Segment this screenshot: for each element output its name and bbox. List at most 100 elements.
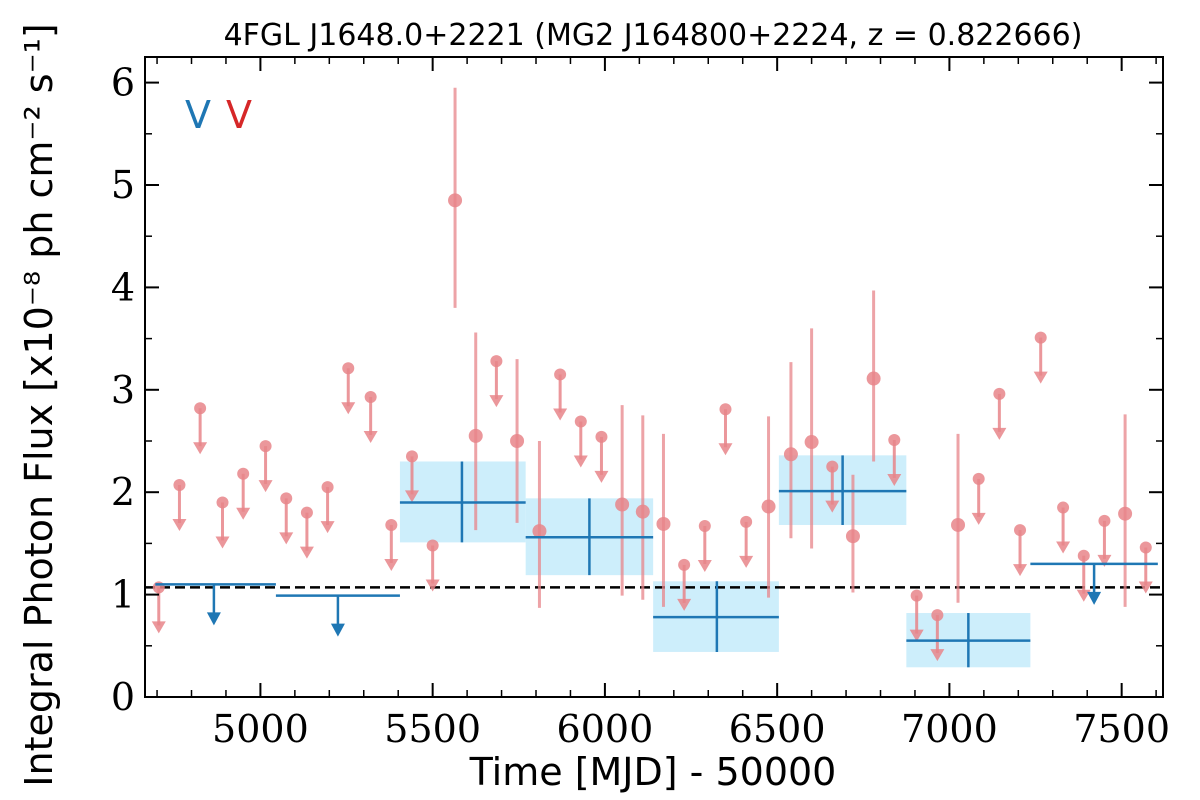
- red-arrow-head-47: [1138, 581, 1153, 594]
- red-arrow-head-44: [1076, 589, 1091, 602]
- red-upper-limit-point-20: [574, 415, 587, 428]
- blue-arrow-head-0: [206, 612, 221, 626]
- red-arrow-head-12: [404, 490, 419, 503]
- red-arrow-head-19: [553, 408, 568, 421]
- red-arrow-head-37: [930, 649, 945, 662]
- red-upper-limit-point-27: [719, 403, 732, 416]
- red-point-14: [448, 193, 463, 208]
- bin-bands: [399, 455, 1031, 668]
- red-upper-limit-point-3: [216, 496, 229, 509]
- red-point-23: [635, 504, 650, 519]
- red-upper-limit-point-7: [300, 506, 313, 519]
- red-arrow-head-1: [172, 519, 187, 532]
- red-point-18: [532, 524, 547, 539]
- red-arrow-head-43: [1056, 541, 1071, 554]
- red-arrow-head-35: [887, 473, 902, 486]
- red-upper-limit-point-28: [740, 515, 753, 528]
- red-upper-limit-point-44: [1077, 549, 1090, 562]
- red-arrow-head-21: [594, 470, 609, 483]
- y-axis-label: Integral Photon Flux [x10⁻⁸ ph cm⁻² s⁻¹]: [17, 23, 61, 786]
- red-arrow-head-9: [341, 402, 356, 415]
- red-upper-limit-point-36: [910, 589, 923, 602]
- red-upper-limit-point-1: [173, 479, 186, 492]
- blue-arrow-head-7: [1087, 591, 1102, 605]
- red-upper-limit-point-45: [1098, 514, 1111, 527]
- y-tick-label-5: 5: [111, 163, 135, 207]
- red-upper-limit-point-40: [993, 387, 1006, 400]
- red-arrow-head-6: [279, 532, 294, 545]
- red-upper-limit-point-47: [1139, 541, 1152, 554]
- blue-arrow-head-1: [330, 623, 345, 637]
- red-arrow-head-40: [992, 427, 1007, 440]
- red-arrow-head-25: [677, 598, 692, 611]
- red-arrow-head-42: [1033, 371, 1048, 384]
- red-point-46: [1118, 506, 1133, 521]
- red-point-22: [615, 497, 630, 512]
- red-upper-limit-point-21: [595, 430, 608, 443]
- red-upper-limit-point-8: [321, 481, 334, 494]
- red-point-38: [951, 517, 966, 532]
- legend-markers: V V: [185, 93, 252, 137]
- red-upper-limit-point-6: [280, 492, 293, 505]
- y-tick-label-0: 0: [111, 675, 135, 719]
- red-points: [151, 87, 1153, 662]
- y-tick-label-4: 4: [111, 265, 135, 309]
- red-upper-limit-point-39: [972, 472, 985, 485]
- red-upper-limit-point-32: [826, 460, 839, 473]
- red-arrow-head-4: [236, 507, 251, 520]
- red-upper-limit-point-25: [678, 558, 691, 571]
- red-arrow-head-2: [193, 442, 208, 455]
- y-tick-label-6: 6: [111, 61, 135, 105]
- red-upper-limit-point-41: [1014, 524, 1027, 537]
- red-upper-limit-point-43: [1057, 501, 1070, 514]
- red-upper-limit-point-35: [888, 433, 901, 446]
- legend-marker-red: V: [226, 93, 252, 137]
- red-upper-limit-point-16: [490, 355, 503, 368]
- red-upper-limit-point-9: [342, 362, 355, 375]
- tick-labels: 5000 5500 6000 6500 7000 7500 0 1 2 3 4 5 6: [111, 61, 1170, 751]
- red-arrow-head-0: [151, 621, 166, 634]
- red-upper-limit-point-12: [405, 450, 418, 463]
- y-tick-label-3: 3: [111, 368, 135, 412]
- red-point-34: [866, 371, 881, 386]
- x-tick-label-4: 7000: [901, 707, 998, 751]
- red-arrow-head-28: [739, 555, 754, 568]
- red-point-17: [510, 434, 525, 448]
- chart-title: 4FGL J1648.0+2221 (MG2 J164800+2224, z =…: [224, 18, 1083, 53]
- x-tick-label-2: 6000: [557, 707, 654, 751]
- red-upper-limit-point-37: [931, 609, 944, 622]
- red-upper-limit-point-11: [385, 518, 398, 531]
- red-upper-limit-point-19: [554, 368, 567, 381]
- legend-marker-blue: V: [185, 93, 211, 137]
- x-tick-label-1: 5500: [384, 707, 481, 751]
- red-arrow-head-32: [825, 500, 840, 513]
- red-upper-limit-point-42: [1034, 331, 1047, 344]
- red-point-15: [468, 428, 483, 443]
- red-point-31: [804, 435, 819, 450]
- x-tick-label-3: 6500: [729, 707, 826, 751]
- y-tick-label-1: 1: [111, 573, 135, 617]
- red-arrow-head-11: [384, 558, 399, 571]
- x-tick-label-5: 7500: [1073, 707, 1170, 751]
- red-point-24: [656, 516, 671, 531]
- plot-frame: [144, 56, 1164, 698]
- red-arrow-head-26: [697, 559, 712, 572]
- red-upper-limit-point-26: [698, 519, 711, 532]
- red-point-29: [761, 499, 776, 514]
- red-upper-limit-point-2: [194, 402, 207, 415]
- red-upper-limit-point-5: [259, 440, 272, 453]
- red-upper-limit-point-13: [426, 539, 439, 552]
- red-arrow-head-41: [1013, 564, 1028, 577]
- x-tick-label-0: 5000: [212, 707, 309, 751]
- red-arrow-head-45: [1097, 554, 1112, 567]
- red-arrow-head-5: [258, 480, 273, 493]
- blue-bins: [155, 455, 1158, 668]
- y-tick-label-2: 2: [111, 470, 135, 514]
- red-arrow-head-39: [971, 512, 986, 525]
- red-arrow-head-16: [489, 395, 504, 408]
- red-arrow-head-10: [363, 430, 378, 443]
- red-arrow-head-3: [215, 536, 230, 549]
- red-point-30: [783, 447, 798, 462]
- red-upper-limit-point-10: [364, 390, 377, 403]
